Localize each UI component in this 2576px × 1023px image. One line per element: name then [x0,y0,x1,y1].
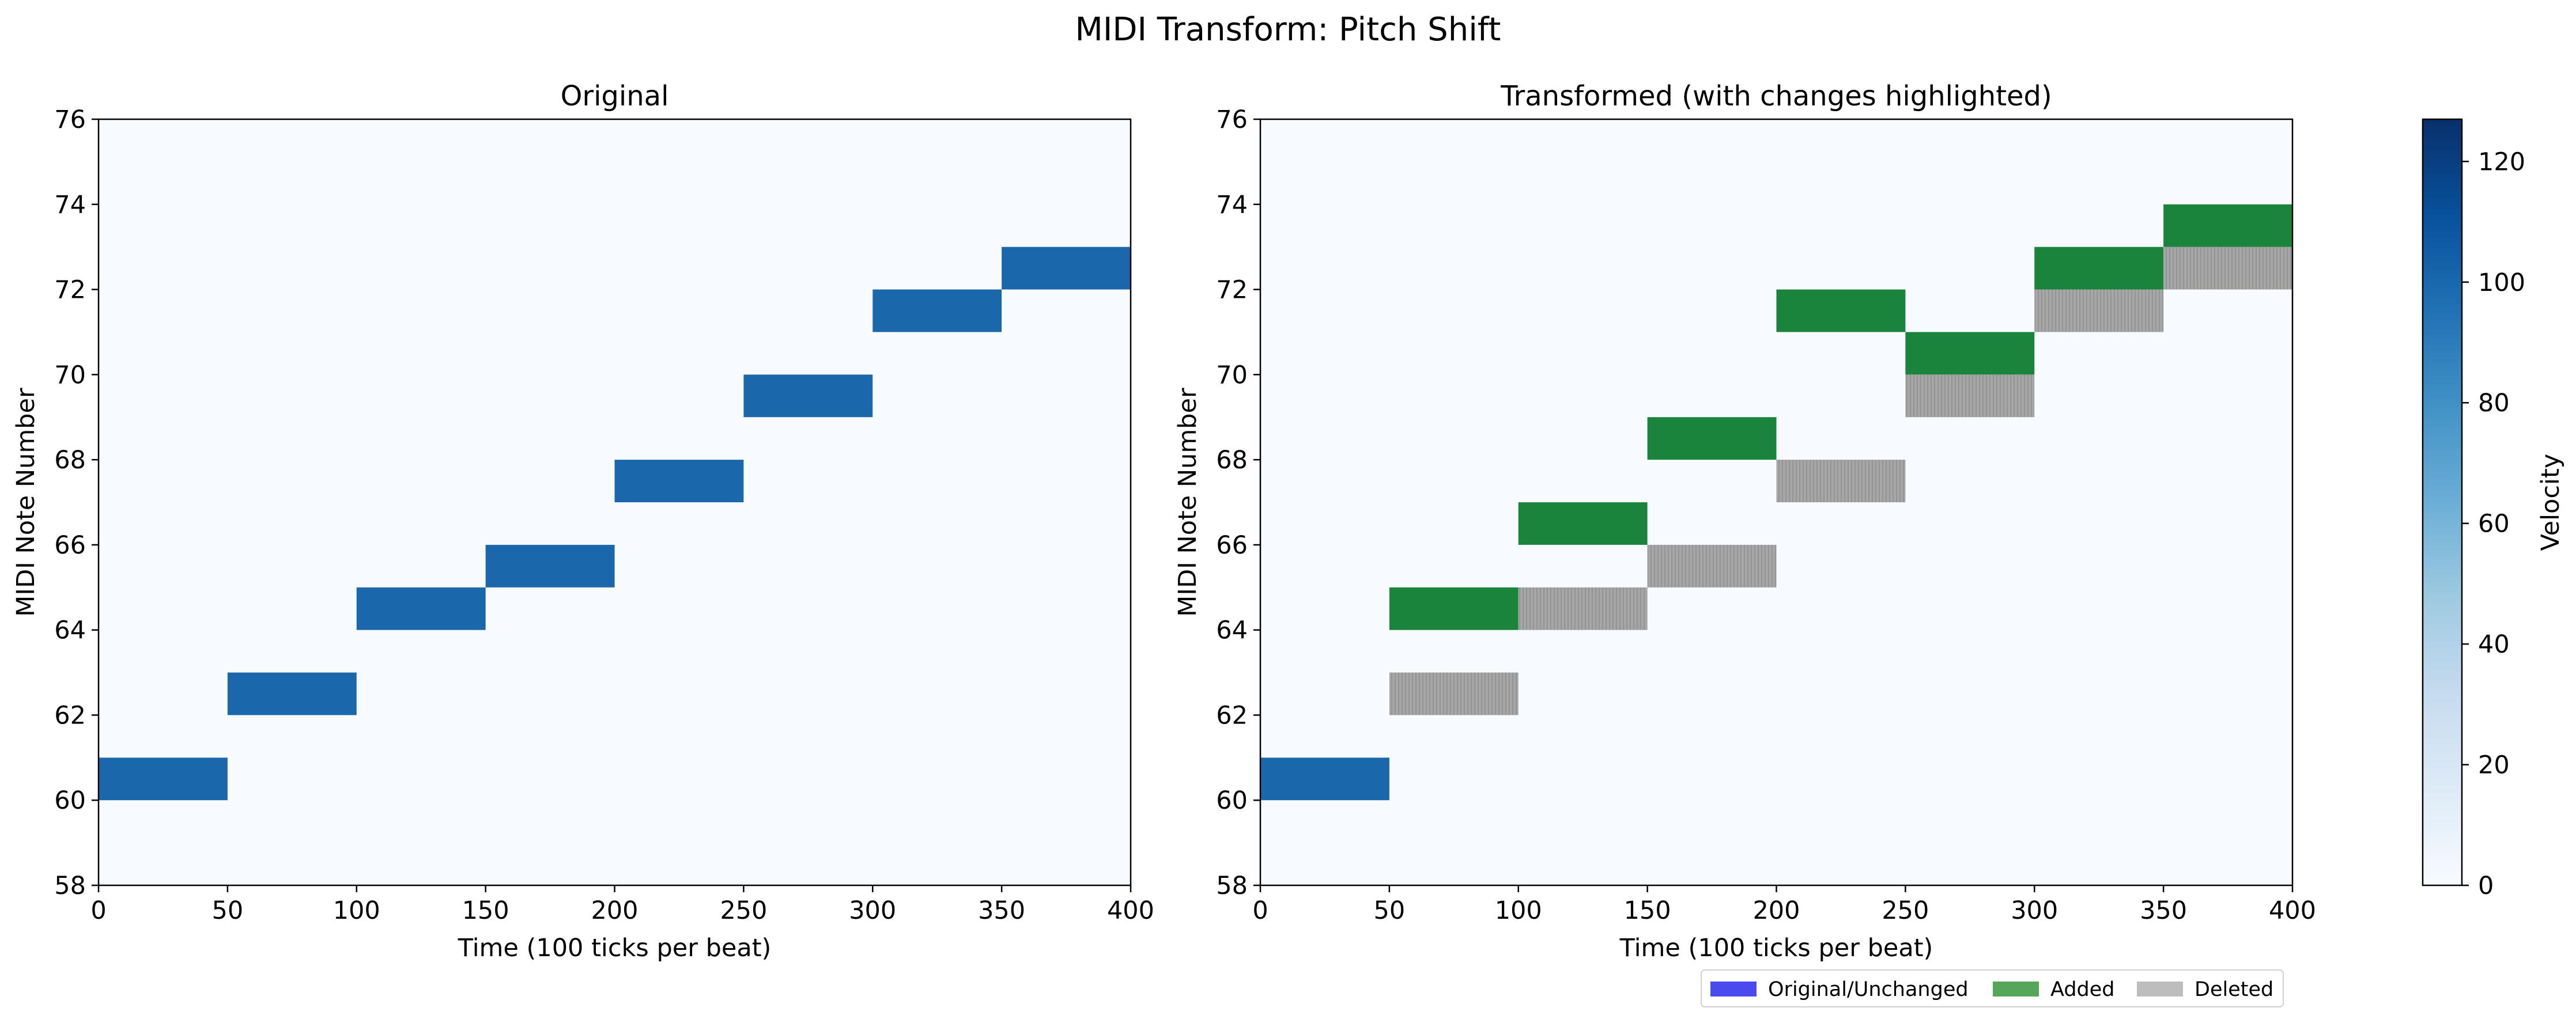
legend: Original/Unchanged Added Deleted [1701,969,2284,1007]
x-tick-label: 200 [591,896,638,925]
x-tick-label: 50 [1374,896,1406,925]
x-axis-label: Time (100 ticks per beat) [1619,934,1933,963]
y-tick-label: 70 [1216,361,1248,389]
legend-label: Deleted [2194,978,2273,1001]
x-tick-label: 350 [2140,896,2187,925]
colorbar-tick-label: 40 [2478,630,2510,659]
x-tick-label: 250 [1882,896,1929,925]
colorbar-tick-label: 80 [2478,389,2510,418]
x-tick-label: 0 [90,896,106,925]
note-added [1389,587,1519,630]
note-deleted [1905,374,2035,418]
note-unchanged [743,374,873,418]
note-unchanged [1002,247,1131,290]
y-tick-label: 74 [54,191,86,219]
plot-title: Original [561,80,669,112]
transformed-plot: 0 50 100 150 200 250 300 350 400 58 60 62 64 66 68 70 72… [1173,80,2316,963]
plot-title: Transformed (with changes highlighted) [1500,80,2052,112]
note-added [1518,502,1648,545]
y-tick-label: 58 [1216,872,1248,900]
legend-swatch [1710,982,1757,997]
note-added [2034,247,2164,290]
x-tick-label: 300 [849,896,896,925]
x-tick-label: 150 [1624,896,1671,925]
note-unchanged [485,544,615,588]
original-plot: 0 50 100 150 200 250 300 350 400 58 60 62 64 66 68 70 72… [12,80,1154,963]
y-tick-label: 70 [54,361,86,389]
colorbar-tick-label: 0 [2478,872,2494,900]
x-tick-label: 150 [462,896,509,925]
colorbar-tick-label: 60 [2478,510,2510,539]
y-tick-label: 64 [54,616,86,645]
colorbar-frame [2422,118,2463,886]
y-axis-label: MIDI Note Number [1173,388,1202,617]
figure-title: MIDI Transform: Pitch Shift [1075,11,1501,48]
velocity-colorbar: 0 20 40 60 80 100 120 Velocity [2422,118,2565,900]
note-unchanged [356,587,486,630]
y-tick-label: 62 [1216,701,1248,730]
x-tick-label: 100 [333,896,380,925]
note-deleted [2034,289,2164,332]
legend-label: Original/Unchanged [1768,978,1969,1001]
y-tick-label: 64 [1216,616,1248,645]
x-tick-label: 0 [1252,896,1268,925]
legend-swatch [1993,982,2039,997]
y-tick-label: 66 [1216,531,1248,560]
legend-box [1701,969,2284,1007]
y-tick-label: 74 [1216,191,1248,219]
y-tick-label: 76 [1216,105,1248,134]
note-added [2163,204,2292,247]
note-unchanged [227,672,357,715]
legend-swatch [2137,982,2183,997]
colorbar-tick-label: 20 [2478,751,2510,780]
x-tick-label: 350 [978,896,1025,925]
y-tick-label: 58 [54,872,86,900]
x-axis-label: Time (100 ticks per beat) [458,934,772,963]
x-tick-label: 250 [720,896,767,925]
x-tick-label: 400 [1107,896,1154,925]
y-tick-label: 62 [54,701,86,730]
note-deleted [1389,672,1519,715]
x-tick-label: 400 [2269,896,2316,925]
y-axis-label: MIDI Note Number [12,388,40,617]
colorbar-tick-label: 120 [2478,147,2525,176]
note-deleted [1647,544,1777,588]
note-added [1647,417,1777,460]
note-added [1776,289,1906,332]
y-tick-label: 76 [54,105,86,134]
colorbar-gradient [2423,119,2462,885]
y-tick-label: 60 [1216,786,1248,815]
y-tick-label: 66 [54,531,86,560]
note-unchanged [1260,757,1389,801]
y-tick-label: 68 [54,446,86,475]
legend-label: Added [2050,978,2115,1001]
colorbar-tick-label: 100 [2478,268,2525,297]
y-tick-label: 60 [54,786,86,815]
x-tick-label: 200 [1752,896,1800,925]
x-tick-label: 300 [2011,896,2058,925]
y-tick-label: 72 [1216,276,1248,305]
note-unchanged [614,460,744,502]
y-tick-label: 68 [1216,446,1248,475]
note-deleted [2163,247,2292,290]
x-tick-label: 50 [212,896,244,925]
colorbar-label: Velocity [2536,454,2565,551]
note-deleted [1518,587,1648,630]
note-unchanged [99,757,228,801]
note-deleted [1776,460,1906,502]
x-tick-label: 100 [1495,896,1542,925]
note-unchanged [872,289,1002,332]
y-tick-label: 72 [54,276,86,305]
note-added [1905,332,2035,375]
